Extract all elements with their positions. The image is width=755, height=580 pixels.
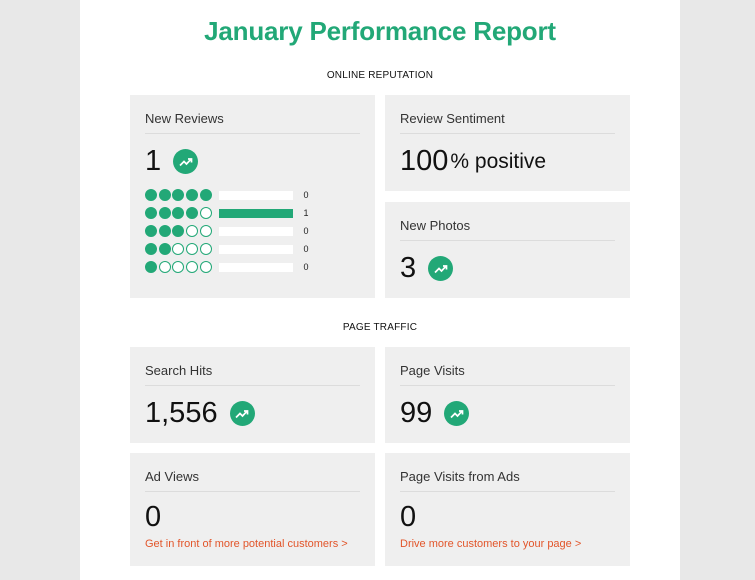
rating-count: 0 [303,244,309,254]
rating-dot-icon [145,225,157,237]
ad-views-cta-link[interactable]: Get in front of more potential customers… [145,538,348,550]
rating-bar [219,244,294,254]
review-sentiment-value: 100 [400,145,449,177]
card-title: Search Hits [145,363,360,386]
new-reviews-card: New Reviews 1 0 1 0 0 0 [130,95,375,298]
rating-dot-icon [172,189,185,201]
review-sentiment-suffix: % positive [450,149,547,173]
section-heading-traffic: PAGE TRAFFIC [342,322,418,333]
trending-up-icon [428,256,454,281]
new-reviews-metric: 1 [145,145,199,177]
rating-dot-icon [172,207,185,219]
search-hits-card: Search Hits 1,556 [130,347,375,443]
rating-dot-icon [186,225,199,237]
rating-dot-icon [199,189,212,201]
rating-dot-icon [199,243,212,255]
rating-row-5-star: 0 [145,188,308,202]
new-photos-metric: 3 [400,252,454,284]
search-hits-metric: 1,556 [145,399,255,428]
new-photos-card: New Photos 3 [385,202,630,298]
ad-page-visits-card: Page Visits from Ads 0 Drive more custom… [385,453,630,566]
rating-dot-icon [199,261,212,273]
page-visits-metric: 99 [400,397,470,429]
rating-dot-icon [145,261,157,273]
rating-dot-icon [172,243,185,255]
rating-dot-icon [158,207,171,219]
card-title: New Photos [400,218,615,241]
ad-page-visits-value: 0 [400,501,417,533]
rating-bar [219,226,294,236]
rating-count: 0 [303,262,309,272]
rating-row-4-star: 1 [145,206,308,220]
rating-bar [219,190,294,200]
rating-count: 0 [303,226,309,236]
review-sentiment-metric: 100 % positive [400,147,546,176]
rating-dot-icon [186,207,199,219]
ad-page-visits-cta-link[interactable]: Drive more customers to your page > [400,538,582,550]
ad-views-card: Ad Views 0 Get in front of more potentia… [130,453,375,566]
rating-dot-icon [158,189,171,201]
trending-up-icon [444,401,470,426]
rating-row-3-star: 0 [145,224,308,238]
card-title: Ad Views [145,469,360,492]
rating-count: 0 [303,190,309,200]
rating-dot-icon [158,261,171,273]
rating-dot-icon [199,207,212,219]
rating-bar-fill [219,208,294,218]
rating-dot-icon [186,261,199,273]
rating-dot-icon [186,243,199,255]
rating-bar [219,262,294,272]
rating-count: 1 [303,208,309,218]
page-visits-value: 99 [400,397,433,429]
new-photos-value: 3 [400,252,417,284]
ad-views-value: 0 [145,501,162,533]
page-visits-card: Page Visits 99 [385,347,630,443]
rating-bar [219,208,294,218]
ad-views-metric: 0 [145,503,161,532]
rating-dot-icon [145,207,157,219]
ad-page-visits-metric: 0 [400,503,416,532]
rating-dot-icon [145,243,157,255]
card-title: Page Visits from Ads [400,469,615,492]
card-title: New Reviews [145,111,360,134]
trending-up-icon [229,401,255,426]
rating-dot-icon [158,225,171,237]
rating-dot-icon [186,189,199,201]
new-reviews-value: 1 [145,145,162,177]
card-title: Page Visits [400,363,615,386]
rating-dot-icon [145,189,157,201]
section-heading-reputation: ONLINE REPUTATION [326,70,434,81]
report-title: January Performance Report [204,16,556,46]
review-sentiment-card: Review Sentiment 100 % positive [385,95,630,191]
search-hits-value: 1,556 [145,397,218,429]
card-title: Review Sentiment [400,111,615,134]
rating-row-2-star: 0 [145,242,308,256]
rating-dot-icon [172,225,185,237]
rating-dot-icon [199,225,212,237]
rating-dot-icon [158,243,171,255]
report-page: January Performance Report ONLINE REPUTA… [80,0,680,580]
rating-dot-icon [172,261,185,273]
trending-up-icon [173,149,199,174]
rating-row-1-star: 0 [145,260,308,274]
